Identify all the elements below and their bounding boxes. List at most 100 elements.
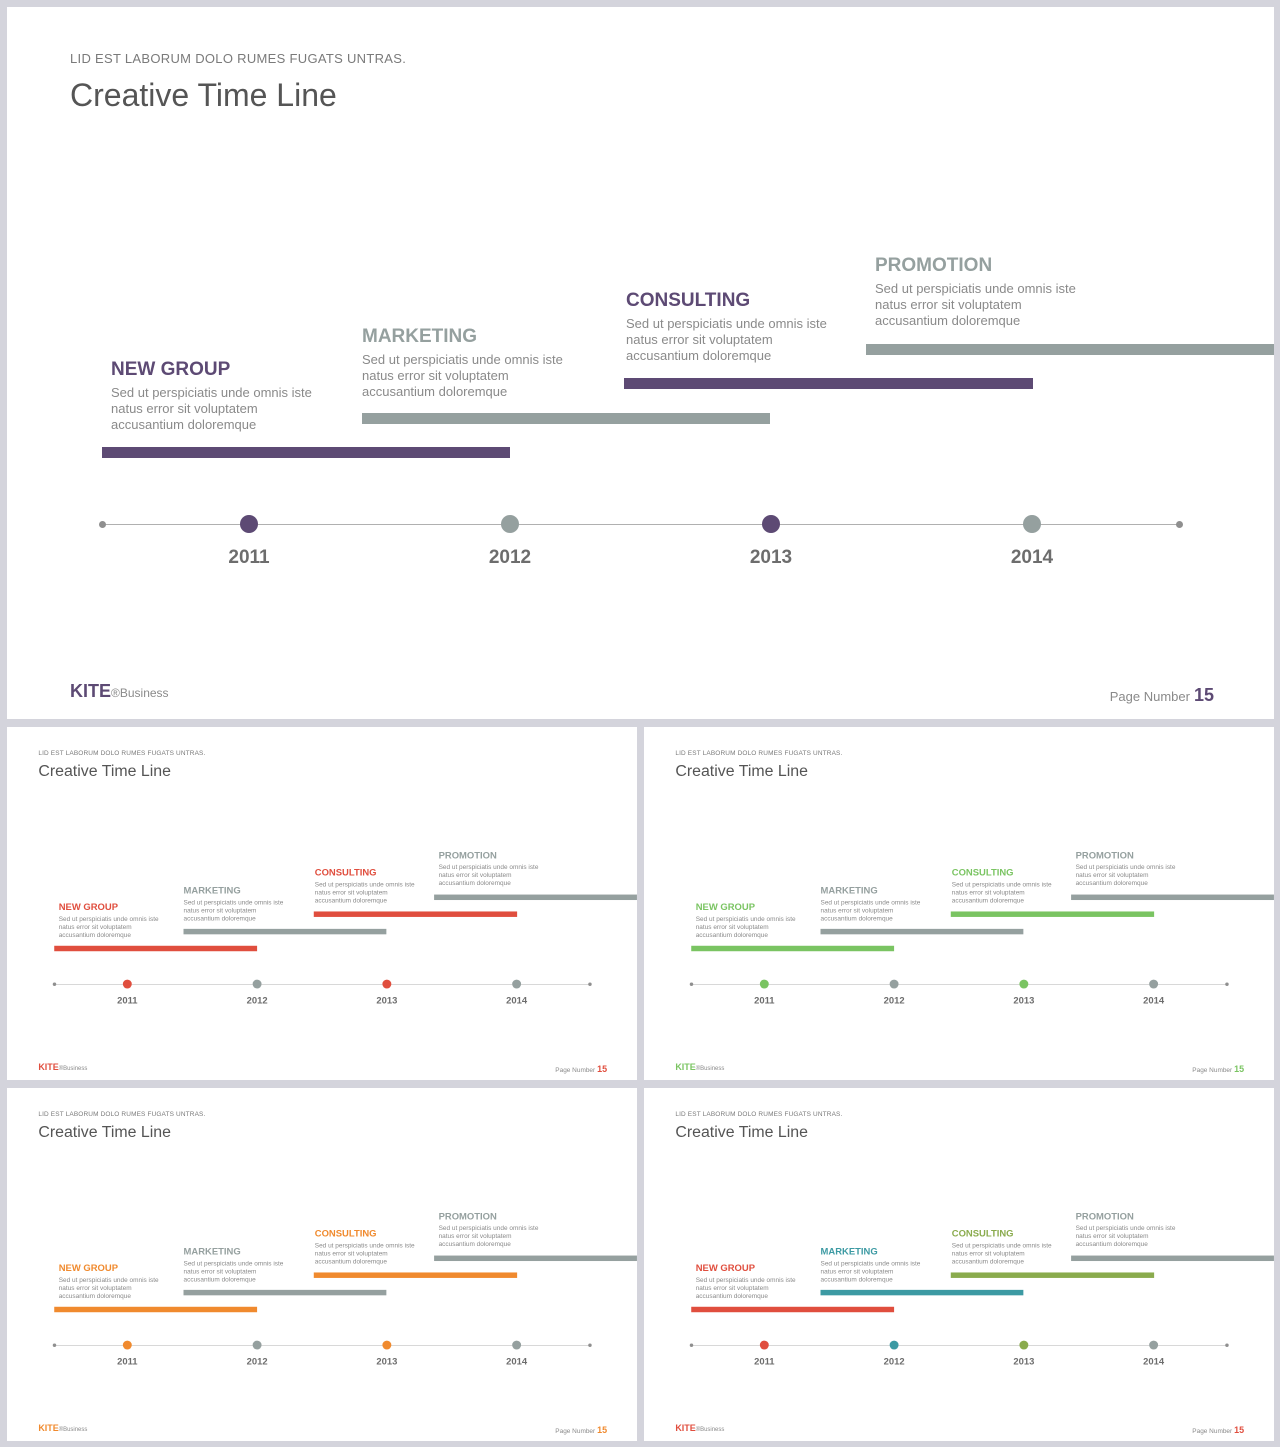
step-label-marketing: MARKETING: [820, 1246, 878, 1258]
bar-consulting: [624, 378, 1033, 389]
slide-subtitle: LID EST LABORUM DOLO RUMES FUGATS UNTRAS…: [70, 51, 407, 66]
slide-subtitle: LID EST LABORUM DOLO RUMES FUGATS UNTRAS…: [675, 1109, 843, 1118]
step-desc-promotion: Sed ut perspiciatis unde omnis iste natus…: [875, 281, 1076, 328]
slide-red[interactable]: LID EST LABORUM DOLO RUMES FUGATS UNTRAS…: [7, 727, 637, 1080]
step-label-new-group: NEW GROUP: [58, 902, 119, 913]
brand-logo: KITE®Business: [38, 1062, 88, 1073]
step-desc-consulting: Sed ut perspiciatis unde omnis iste natus…: [951, 880, 1052, 905]
year-dot-2013: [1019, 979, 1029, 989]
slide-green[interactable]: LID EST LABORUM DOLO RUMES FUGATS UNTRAS…: [644, 727, 1274, 1080]
year-dot-2013: [1019, 1340, 1029, 1350]
step-label-new-group: NEW GROUP: [111, 359, 231, 380]
step-label-promotion: PROMOTION: [438, 850, 497, 861]
year-label-2011: 2011: [117, 1356, 138, 1367]
bar-promotion: [1071, 1255, 1274, 1262]
step-desc-marketing: Sed ut perspiciatis unde omnis iste natus…: [820, 1259, 921, 1283]
year-label-2013: 2013: [1013, 1356, 1035, 1367]
timeline-start-point: [689, 982, 694, 987]
step-desc-new-group: Sed ut perspiciatis unde omnis iste natus…: [695, 1275, 796, 1300]
timeline-end-point: [1176, 521, 1183, 528]
step-label-consulting: CONSULTING: [314, 1228, 377, 1240]
year-dot-2012: [252, 979, 262, 989]
year-dot-2011: [122, 1340, 132, 1350]
slide-purple[interactable]: LID EST LABORUM DOLO RUMES FUGATS UNTRAS…: [7, 7, 1274, 719]
step-label-promotion: PROMOTION: [1075, 1211, 1134, 1222]
step-desc-marketing: Sed ut perspiciatis unde omnis iste natus…: [183, 1259, 284, 1283]
bar-marketing: [820, 1289, 1024, 1296]
bar-consulting: [313, 911, 518, 917]
step-label-promotion: PROMOTION: [438, 1211, 497, 1222]
bar-new-group: [54, 945, 258, 952]
slide-multi[interactable]: LID EST LABORUM DOLO RUMES FUGATS UNTRAS…: [644, 1088, 1274, 1441]
step-label-consulting: CONSULTING: [314, 867, 377, 879]
page-number: Page Number 15: [555, 1064, 608, 1075]
year-dot-2012: [252, 1340, 262, 1350]
year-dot-2014: [1149, 1340, 1159, 1350]
step-desc-marketing: Sed ut perspiciatis unde omnis iste natus…: [362, 352, 563, 399]
timeline-start-point: [99, 521, 106, 528]
slide-title: Creative Time Line: [675, 1122, 808, 1141]
year-label-2011: 2011: [117, 995, 138, 1006]
step-label-consulting: CONSULTING: [951, 1228, 1014, 1240]
timeline-end-point: [1225, 1343, 1229, 1348]
year-dot-2014: [512, 979, 522, 989]
bar-marketing: [362, 413, 770, 424]
year-dot-2014: [1023, 515, 1041, 533]
year-dot-2012: [889, 979, 899, 989]
bar-promotion: [1071, 894, 1274, 901]
slide-title: Creative Time Line: [38, 1122, 171, 1141]
year-label-2012: 2012: [246, 995, 268, 1006]
brand-logo: KITE®Business: [70, 681, 169, 701]
bar-new-group: [691, 945, 895, 952]
slide-title: Creative Time Line: [38, 761, 171, 780]
year-dot-2012: [501, 515, 519, 533]
slide-title: Creative Time Line: [675, 761, 808, 780]
year-dot-2011: [122, 979, 132, 989]
slide-subtitle: LID EST LABORUM DOLO RUMES FUGATS UNTRAS…: [38, 748, 206, 757]
year-label-2013: 2013: [376, 995, 398, 1006]
year-dot-2014: [512, 1340, 522, 1350]
step-label-promotion: PROMOTION: [1075, 850, 1134, 861]
year-dot-2011: [759, 1340, 769, 1350]
slide-title: Creative Time Line: [70, 77, 337, 113]
year-label-2012: 2012: [246, 1356, 268, 1367]
step-desc-promotion: Sed ut perspiciatis unde omnis iste natus…: [438, 863, 539, 887]
step-label-marketing: MARKETING: [183, 1246, 241, 1258]
step-desc-new-group: Sed ut perspiciatis unde omnis iste natus…: [111, 385, 312, 432]
year-dot-2011: [759, 979, 769, 989]
step-desc-new-group: Sed ut perspiciatis unde omnis iste natus…: [58, 1275, 159, 1300]
brand-logo: KITE®Business: [675, 1062, 725, 1073]
year-label-2011: 2011: [754, 1356, 775, 1367]
step-label-consulting: CONSULTING: [626, 290, 751, 311]
step-desc-consulting: Sed ut perspiciatis unde omnis iste natus…: [314, 880, 415, 905]
year-label-2011: 2011: [228, 547, 270, 568]
bar-promotion: [866, 344, 1274, 355]
step-label-marketing: MARKETING: [820, 885, 878, 897]
slide-subtitle: LID EST LABORUM DOLO RUMES FUGATS UNTRAS…: [38, 1109, 206, 1118]
step-desc-marketing: Sed ut perspiciatis unde omnis iste natus…: [820, 898, 921, 922]
page-number: Page Number 15: [555, 1425, 608, 1436]
bar-consulting: [950, 1272, 1155, 1278]
step-desc-promotion: Sed ut perspiciatis unde omnis iste natus…: [1075, 863, 1176, 887]
year-dot-2013: [762, 515, 780, 533]
timeline-start-point: [689, 1343, 694, 1348]
year-dot-2011: [240, 515, 258, 533]
year-label-2012: 2012: [883, 995, 905, 1006]
bar-marketing: [183, 1289, 387, 1296]
timeline-start-point: [52, 1343, 57, 1348]
slide-orange[interactable]: LID EST LABORUM DOLO RUMES FUGATS UNTRAS…: [7, 1088, 637, 1441]
bar-consulting: [950, 911, 1155, 917]
bar-consulting: [313, 1272, 518, 1278]
brand-logo: KITE®Business: [38, 1423, 88, 1434]
year-dot-2012: [889, 1340, 899, 1350]
timeline-end-point: [1225, 982, 1229, 987]
page-number: Page Number 15: [1109, 685, 1214, 705]
year-label-2014: 2014: [506, 995, 528, 1006]
step-label-new-group: NEW GROUP: [695, 1263, 756, 1274]
bar-new-group: [691, 1306, 895, 1313]
year-label-2013: 2013: [749, 547, 793, 568]
step-desc-promotion: Sed ut perspiciatis unde omnis iste natus…: [1075, 1224, 1176, 1248]
year-label-2013: 2013: [1013, 995, 1035, 1006]
step-desc-new-group: Sed ut perspiciatis unde omnis iste natus…: [58, 914, 159, 939]
year-label-2011: 2011: [754, 995, 775, 1006]
